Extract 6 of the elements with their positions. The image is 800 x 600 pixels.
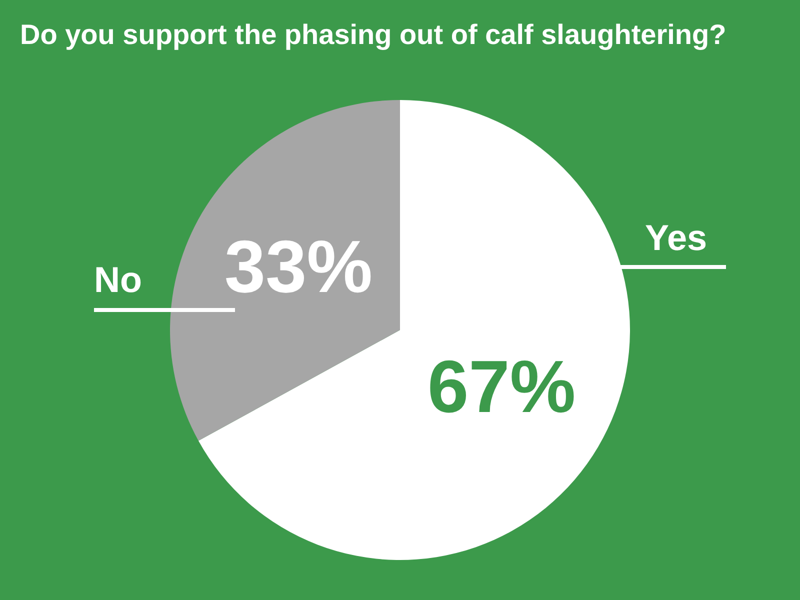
chart-title: Do you support the phasing out of calf slaughtering? (20, 19, 726, 50)
pie-slice (170, 100, 400, 441)
slice-label: Yes (645, 217, 708, 258)
data-label: 33% (224, 224, 372, 308)
slice-label: No (94, 259, 142, 300)
data-label: 67% (428, 345, 576, 428)
